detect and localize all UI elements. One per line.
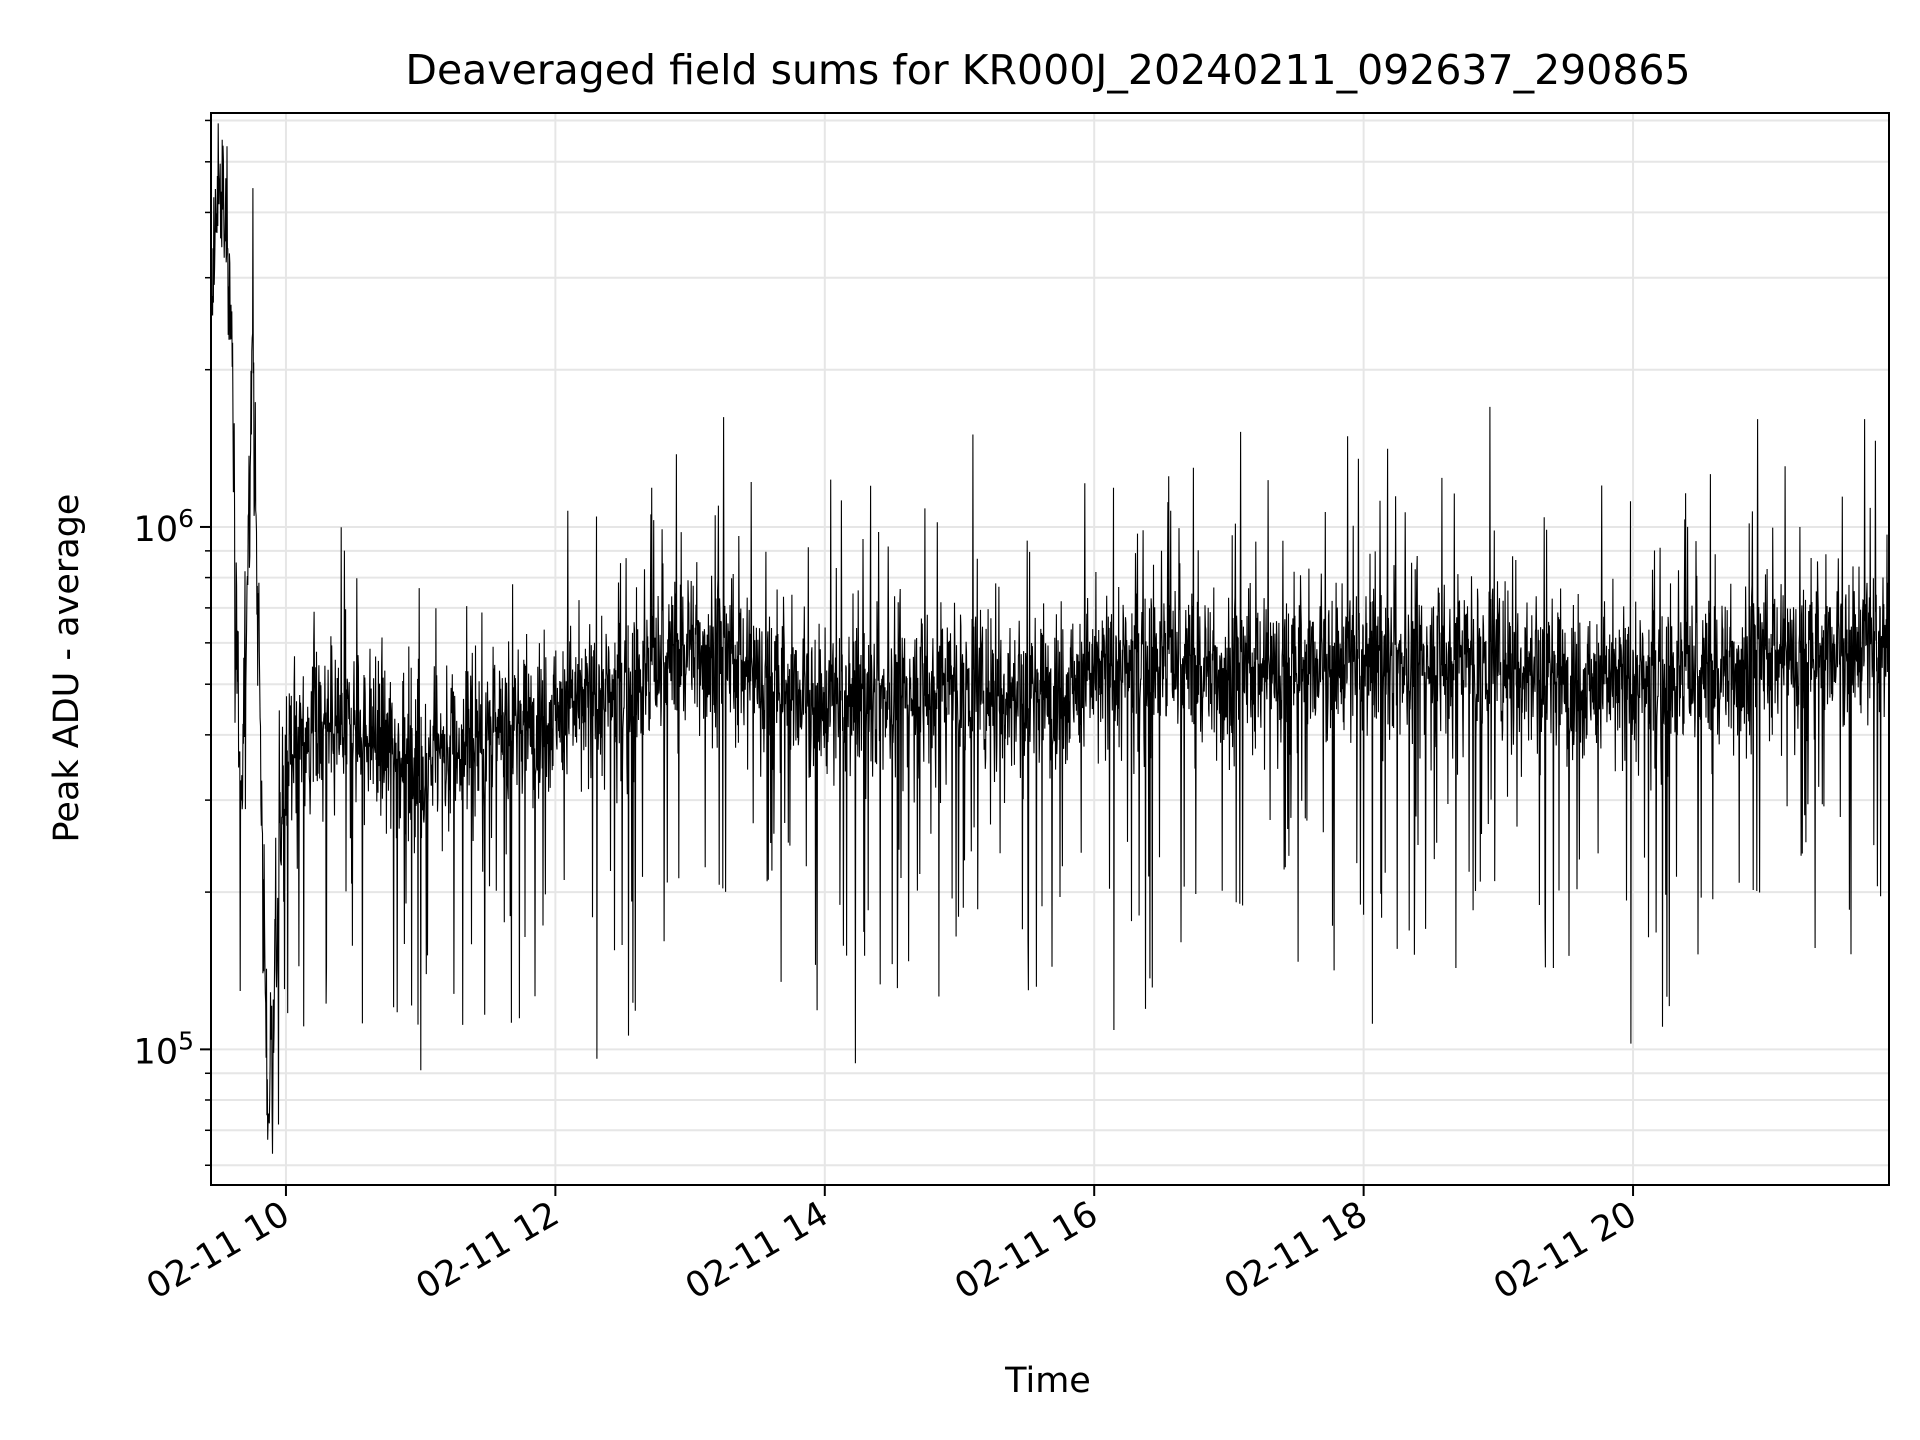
series-layer (211, 123, 1889, 1154)
plot-frame (210, 112, 1890, 1186)
chart-title: Deaveraged field sums for KR000J_2024021… (405, 46, 1690, 94)
y-axis-label: Peak ADU - average (47, 494, 87, 843)
y-tick-exponent: 6 (178, 504, 194, 533)
y-tick-exponent: 5 (178, 1026, 194, 1055)
series-line (211, 123, 1889, 1154)
x-axis-label: Time (1004, 1361, 1091, 1401)
